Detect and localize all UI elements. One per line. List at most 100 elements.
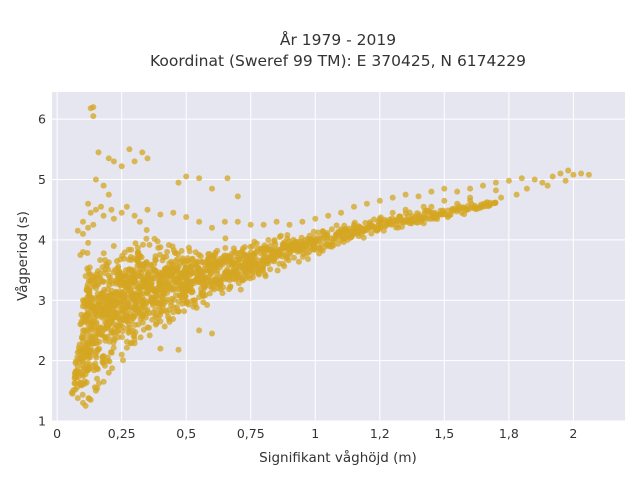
data-point	[368, 230, 375, 237]
data-point	[325, 212, 332, 219]
data-point	[146, 241, 153, 248]
data-point	[498, 194, 505, 201]
data-point	[440, 207, 446, 214]
plot-area	[52, 92, 625, 421]
data-point	[86, 264, 93, 271]
data-point	[338, 209, 345, 216]
data-point	[505, 177, 512, 184]
data-point	[87, 209, 94, 216]
data-point	[164, 248, 171, 255]
data-point	[146, 332, 153, 339]
data-point	[380, 227, 387, 234]
data-point	[518, 175, 525, 182]
data-point	[175, 179, 182, 186]
data-point	[90, 221, 97, 228]
data-point	[360, 234, 367, 241]
data-point	[170, 286, 177, 293]
data-point	[100, 278, 107, 285]
data-point	[183, 300, 190, 307]
data-point	[80, 372, 86, 379]
data-point	[119, 328, 126, 335]
data-point	[90, 113, 97, 120]
data-point	[175, 308, 182, 315]
data-point	[428, 188, 435, 195]
data-point	[376, 197, 383, 204]
data-point	[209, 224, 215, 231]
data-point	[100, 250, 107, 257]
data-point	[420, 203, 427, 210]
data-point	[80, 339, 86, 346]
data-point	[183, 214, 190, 220]
data-point	[157, 345, 164, 352]
data-point	[92, 206, 99, 213]
data-point	[570, 171, 577, 178]
data-point	[170, 316, 176, 322]
data-point	[247, 221, 254, 228]
data-point	[120, 357, 126, 364]
data-point	[549, 173, 556, 180]
data-point	[222, 235, 229, 242]
data-point	[310, 228, 317, 235]
data-point	[273, 218, 280, 225]
data-point	[178, 247, 185, 254]
data-point	[492, 179, 499, 186]
data-point	[206, 290, 213, 297]
data-point	[295, 258, 302, 265]
data-point	[209, 185, 215, 192]
data-point	[523, 185, 530, 192]
data-point	[106, 358, 113, 365]
data-point	[92, 352, 99, 359]
data-point	[221, 276, 228, 283]
data-point	[118, 209, 125, 216]
data-point	[227, 284, 234, 291]
data-point	[134, 244, 141, 251]
data-point	[134, 249, 141, 256]
x-tick-label: 1,5	[434, 426, 454, 441]
data-point	[333, 222, 340, 229]
data-point	[138, 254, 145, 261]
data-point	[85, 239, 92, 246]
data-point	[96, 345, 103, 352]
data-point	[94, 366, 101, 373]
y-tick-label: 5	[38, 172, 46, 187]
data-point	[140, 241, 146, 248]
data-point	[98, 203, 104, 210]
data-point	[513, 191, 520, 198]
data-point	[454, 200, 461, 207]
data-point	[110, 344, 117, 351]
data-point	[222, 245, 229, 251]
data-point	[299, 218, 306, 225]
data-point	[82, 273, 89, 280]
x-tick-label: 0,75	[237, 426, 265, 441]
data-point	[112, 295, 119, 301]
data-point	[105, 155, 112, 162]
data-point	[247, 264, 254, 271]
data-point	[132, 240, 139, 247]
data-point	[311, 246, 317, 253]
data-point	[227, 253, 234, 260]
data-point	[123, 344, 130, 351]
data-point	[74, 227, 81, 234]
data-point	[110, 158, 117, 165]
data-point	[415, 193, 422, 200]
data-point	[338, 227, 345, 234]
data-point	[163, 253, 170, 260]
data-point	[121, 255, 128, 262]
data-point	[118, 163, 125, 170]
data-point	[271, 237, 278, 244]
data-point	[209, 330, 215, 337]
data-point	[101, 362, 108, 369]
data-point	[77, 381, 84, 388]
data-point	[220, 284, 227, 291]
data-point	[480, 182, 486, 189]
data-point	[105, 369, 112, 376]
data-point	[376, 215, 383, 222]
data-point	[186, 248, 193, 255]
data-point	[363, 200, 370, 207]
data-point	[92, 176, 99, 183]
data-point	[234, 270, 241, 277]
data-point	[351, 203, 357, 210]
data-point	[191, 297, 198, 304]
data-point	[157, 211, 164, 218]
data-point	[467, 185, 474, 192]
